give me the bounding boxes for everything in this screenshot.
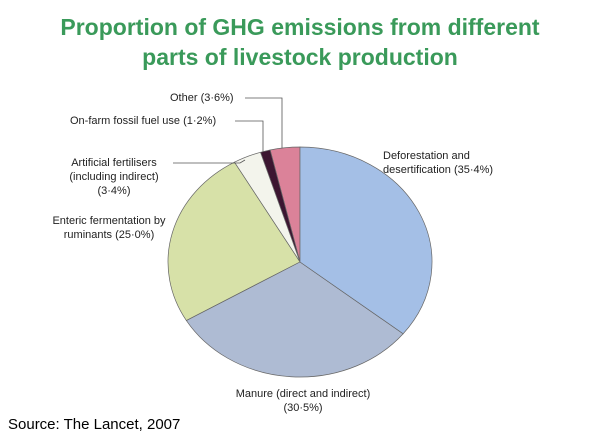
pie-slice xyxy=(185,261,404,378)
slice-label: Enteric fermentation by ruminants (25·0%… xyxy=(50,214,168,242)
leader-line xyxy=(245,97,283,148)
slice-label: Other (3·6%) xyxy=(170,91,250,105)
category-label: On-farm fossil fuel use xyxy=(70,115,181,127)
slice-label: On-farm fossil fuel use (1·2%) xyxy=(70,114,240,128)
value-label: (30·5%) xyxy=(283,402,323,414)
leader-lines xyxy=(173,97,283,164)
source: Source: The Lancet, 2007 xyxy=(8,416,181,433)
category-label: Deforestation and desertification xyxy=(383,150,470,176)
slice-label: Artificial fertilisers (including indire… xyxy=(55,156,173,198)
value-label: (1·2%) xyxy=(183,115,217,127)
value-label: (3·6%) xyxy=(200,92,234,104)
category-label: Manure (direct and indirect) xyxy=(235,388,371,400)
pie-slice xyxy=(299,146,433,335)
leader-line xyxy=(173,159,246,164)
category-label: Artificial fertilisers (including indire… xyxy=(69,157,159,183)
value-label: (25·0%) xyxy=(115,229,155,241)
value-label: (35·4%) xyxy=(453,164,494,176)
slice-label: Manure (direct and indirect) (30·5%) xyxy=(228,387,378,415)
leader-line xyxy=(235,120,264,152)
slice-label: Deforestation and desertification (35·4%… xyxy=(383,149,503,177)
category-label: Enteric fermentation by ruminants xyxy=(52,215,166,241)
category-label: Other xyxy=(170,92,198,104)
chart-title: Proportion of GHG emissions from differe… xyxy=(60,14,540,70)
pie-slice xyxy=(167,161,301,322)
value-label: (3·4%) xyxy=(97,185,131,197)
